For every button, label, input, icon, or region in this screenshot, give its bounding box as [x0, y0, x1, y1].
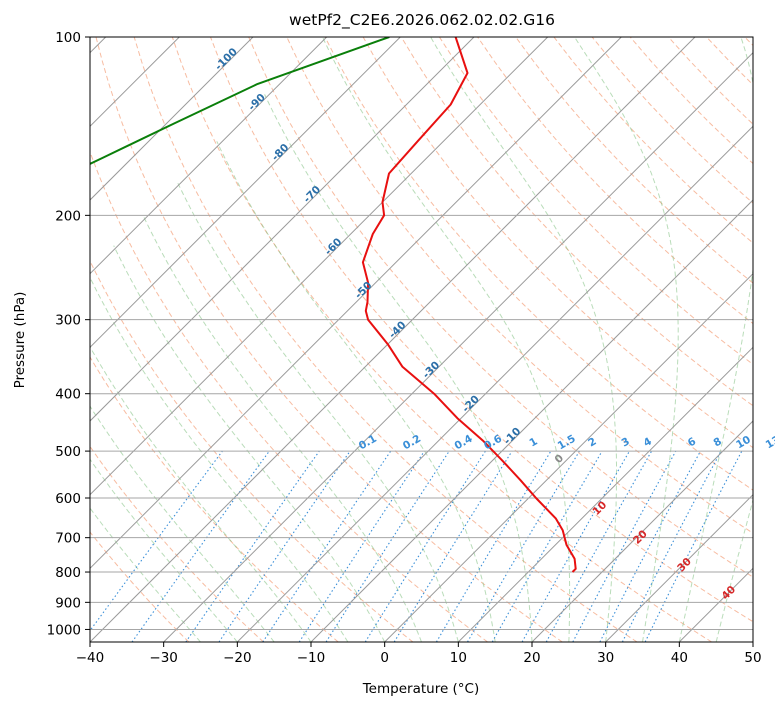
dry-adiabat — [90, 445, 264, 642]
isotherm — [90, 37, 622, 570]
mixing-ratio-label: 13 — [764, 434, 775, 452]
isotherm — [605, 493, 753, 642]
x-tick-label: −30 — [149, 650, 178, 666]
dry-adiabat — [248, 37, 753, 578]
mixing-ratio-line — [545, 450, 653, 642]
dry-adiabat — [95, 37, 563, 642]
isotherm — [90, 37, 475, 422]
mixing-ratio-line — [185, 450, 320, 642]
x-tick-label: −20 — [223, 650, 252, 666]
x-tick-label: 30 — [597, 650, 614, 666]
plot-frame — [89, 36, 754, 643]
moist-adiabat — [90, 405, 275, 642]
x-tick-label: 40 — [671, 650, 688, 666]
moist-adiabat — [430, 37, 617, 642]
y-tick-label: 300 — [55, 313, 81, 329]
moist-adiabat — [142, 215, 422, 642]
moist-adiabat — [176, 180, 459, 642]
y-axis-label: Pressure (hPa) — [12, 292, 28, 389]
background-lines — [90, 37, 753, 642]
moist-adiabat — [678, 37, 753, 642]
mixing-ratio-line — [325, 450, 450, 642]
moist-adiabat — [90, 345, 312, 642]
moist-adiabat — [113, 245, 386, 642]
y-tick-label: 400 — [55, 387, 81, 403]
dry-adiabat — [133, 37, 638, 642]
x-tick-label: 0 — [380, 650, 389, 666]
dry-adiabat — [400, 37, 753, 407]
mixing-ratio-line — [90, 450, 223, 632]
dry-adiabat — [90, 150, 488, 642]
mixing-ratio-line — [298, 450, 425, 642]
isotherm — [90, 37, 254, 201]
x-axis-ticks: −40 −30 −20 −10 0 10 20 30 40 50 — [76, 642, 762, 666]
isotherm — [384, 272, 753, 642]
x-tick-label: 50 — [744, 650, 761, 666]
dry-adiabat — [324, 37, 753, 491]
moist-adiabat — [715, 498, 753, 642]
chart-title: wetPf2_C2E6.2026.062.02.02.G16 — [289, 11, 555, 30]
isotherm — [531, 420, 753, 642]
moist-adiabat — [90, 276, 349, 642]
mixing-ratio-line — [644, 450, 743, 642]
mixing-ratio-line — [262, 450, 392, 642]
isotherm — [163, 51, 753, 642]
x-tick-label: −40 — [76, 650, 105, 666]
y-tick-label: 600 — [55, 491, 81, 507]
isotherm — [90, 37, 549, 496]
isotherm — [310, 199, 753, 642]
moist-adiabat — [574, 37, 679, 642]
y-tick-label: 200 — [55, 208, 81, 224]
y-tick-label: 800 — [55, 565, 81, 581]
moist-adiabat — [322, 37, 571, 642]
moist-adiabat — [90, 458, 238, 642]
isotherm — [90, 37, 401, 349]
dry-adiabat — [90, 356, 339, 642]
x-tick-label: −10 — [297, 650, 326, 666]
dry-adiabat — [90, 531, 190, 642]
mixing-ratio-line — [393, 450, 513, 642]
moist-adiabat — [264, 94, 533, 642]
dry-adiabat — [210, 37, 753, 623]
isotherm — [90, 37, 696, 642]
temperature-profile — [361, 37, 577, 573]
y-tick-label: 1000 — [47, 622, 81, 638]
y-tick-label: 500 — [55, 444, 81, 460]
x-tick-label: 10 — [450, 650, 467, 666]
x-axis-label: Temperature (°C) — [362, 681, 480, 697]
y-tick-label: 900 — [55, 595, 81, 611]
dry-adiabat — [438, 37, 753, 366]
y-axis-ticks: 100 200 300 400 500 600 700 800 900 1000 — [47, 30, 90, 638]
mixing-ratio-line — [218, 450, 351, 642]
profiles — [90, 37, 577, 573]
mixing-ratio-line — [572, 450, 677, 642]
x-tick-label: 20 — [523, 650, 540, 666]
isotherm — [90, 37, 328, 275]
isotherm — [457, 346, 753, 642]
y-tick-label: 700 — [55, 531, 81, 547]
dry-adiabat — [515, 37, 753, 284]
mixing-ratio-line — [131, 450, 270, 642]
mixing-ratio-line — [521, 450, 630, 642]
isotherm — [236, 125, 753, 642]
y-tick-label: 100 — [55, 30, 81, 46]
dry-adiabat — [171, 37, 712, 642]
